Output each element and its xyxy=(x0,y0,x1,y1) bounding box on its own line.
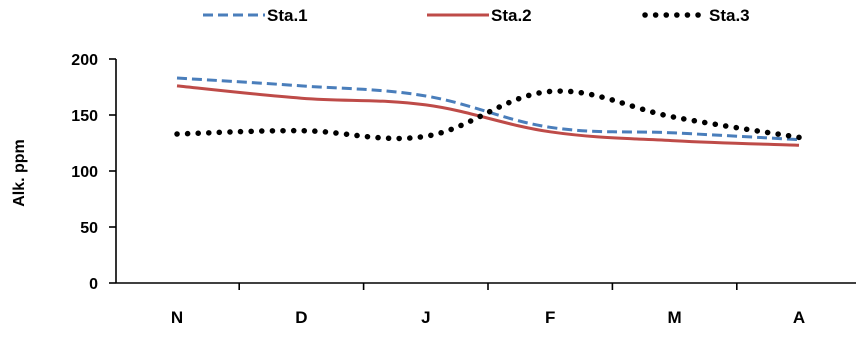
legend: Sta.1 Sta.2 Sta.3 xyxy=(203,6,750,25)
axes: 0 50 100 150 200 N D J F M A xyxy=(71,52,856,327)
legend-label-sta-2: Sta.2 xyxy=(491,6,532,25)
y-tick-label: 200 xyxy=(71,52,98,69)
legend-label-sta-3: Sta.3 xyxy=(709,6,750,25)
x-tick-label: F xyxy=(545,308,555,327)
y-tick-label: 50 xyxy=(80,220,98,237)
x-tick-label: D xyxy=(295,308,307,327)
series-lines xyxy=(174,76,802,147)
x-tick-label: M xyxy=(668,308,682,327)
legend-label-sta-1: Sta.1 xyxy=(267,6,308,25)
series-line-sta-1 xyxy=(176,76,800,142)
y-tick-label: 100 xyxy=(71,164,98,181)
y-tick-label: 150 xyxy=(71,108,98,125)
series-line-sta-3 xyxy=(174,88,802,142)
x-tick-label: A xyxy=(793,308,805,327)
x-tick-label: J xyxy=(421,308,430,327)
y-axis-title: Alk. ppm xyxy=(11,139,28,207)
series-line-sta-2 xyxy=(176,84,800,147)
x-tick-label: N xyxy=(171,308,183,327)
y-tick-label: 0 xyxy=(89,276,98,293)
